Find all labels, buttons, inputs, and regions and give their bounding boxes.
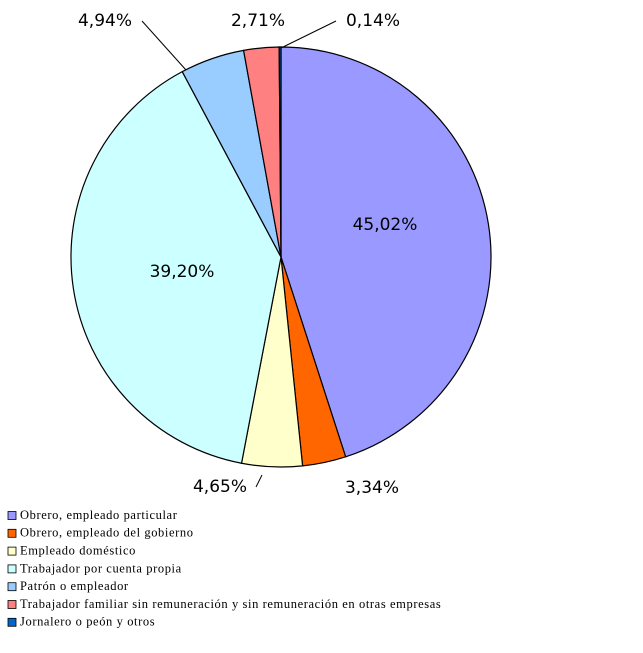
data-label: 3,34% <box>345 478 399 498</box>
leader-line <box>141 20 187 71</box>
leader-line <box>255 474 263 488</box>
data-label: 0,14% <box>346 11 400 31</box>
legend-swatch <box>7 546 17 556</box>
data-label: 45,02% <box>353 215 418 235</box>
pie-slice <box>278 46 282 258</box>
data-label: 2,71% <box>231 11 285 31</box>
data-label: 39,20% <box>150 262 215 282</box>
legend-swatch <box>7 528 17 538</box>
legend-label: Obrero, empleado particular <box>20 508 178 522</box>
pie-slice <box>70 70 282 464</box>
data-label: 4,94% <box>78 11 132 31</box>
legend-swatch <box>7 511 17 520</box>
legend-label: Obrero, empleado del gobierno <box>20 526 194 540</box>
legend-label: Patrón o empleador <box>20 579 129 593</box>
legend-swatch <box>7 582 17 592</box>
legend-swatch <box>7 600 17 609</box>
data-label: 4,65% <box>193 477 247 497</box>
legend-label: Jornalero o peón y otros <box>20 615 155 629</box>
legend-swatch <box>7 564 17 574</box>
leader-line <box>280 20 337 49</box>
legend-swatch <box>7 617 17 627</box>
legend-label: Trabajador familiar sin remuneración y s… <box>20 597 441 611</box>
legend-label: Trabajador por cuenta propia <box>20 561 182 575</box>
pie-slice <box>280 46 492 458</box>
legend-label: Empleado doméstico <box>20 543 136 557</box>
